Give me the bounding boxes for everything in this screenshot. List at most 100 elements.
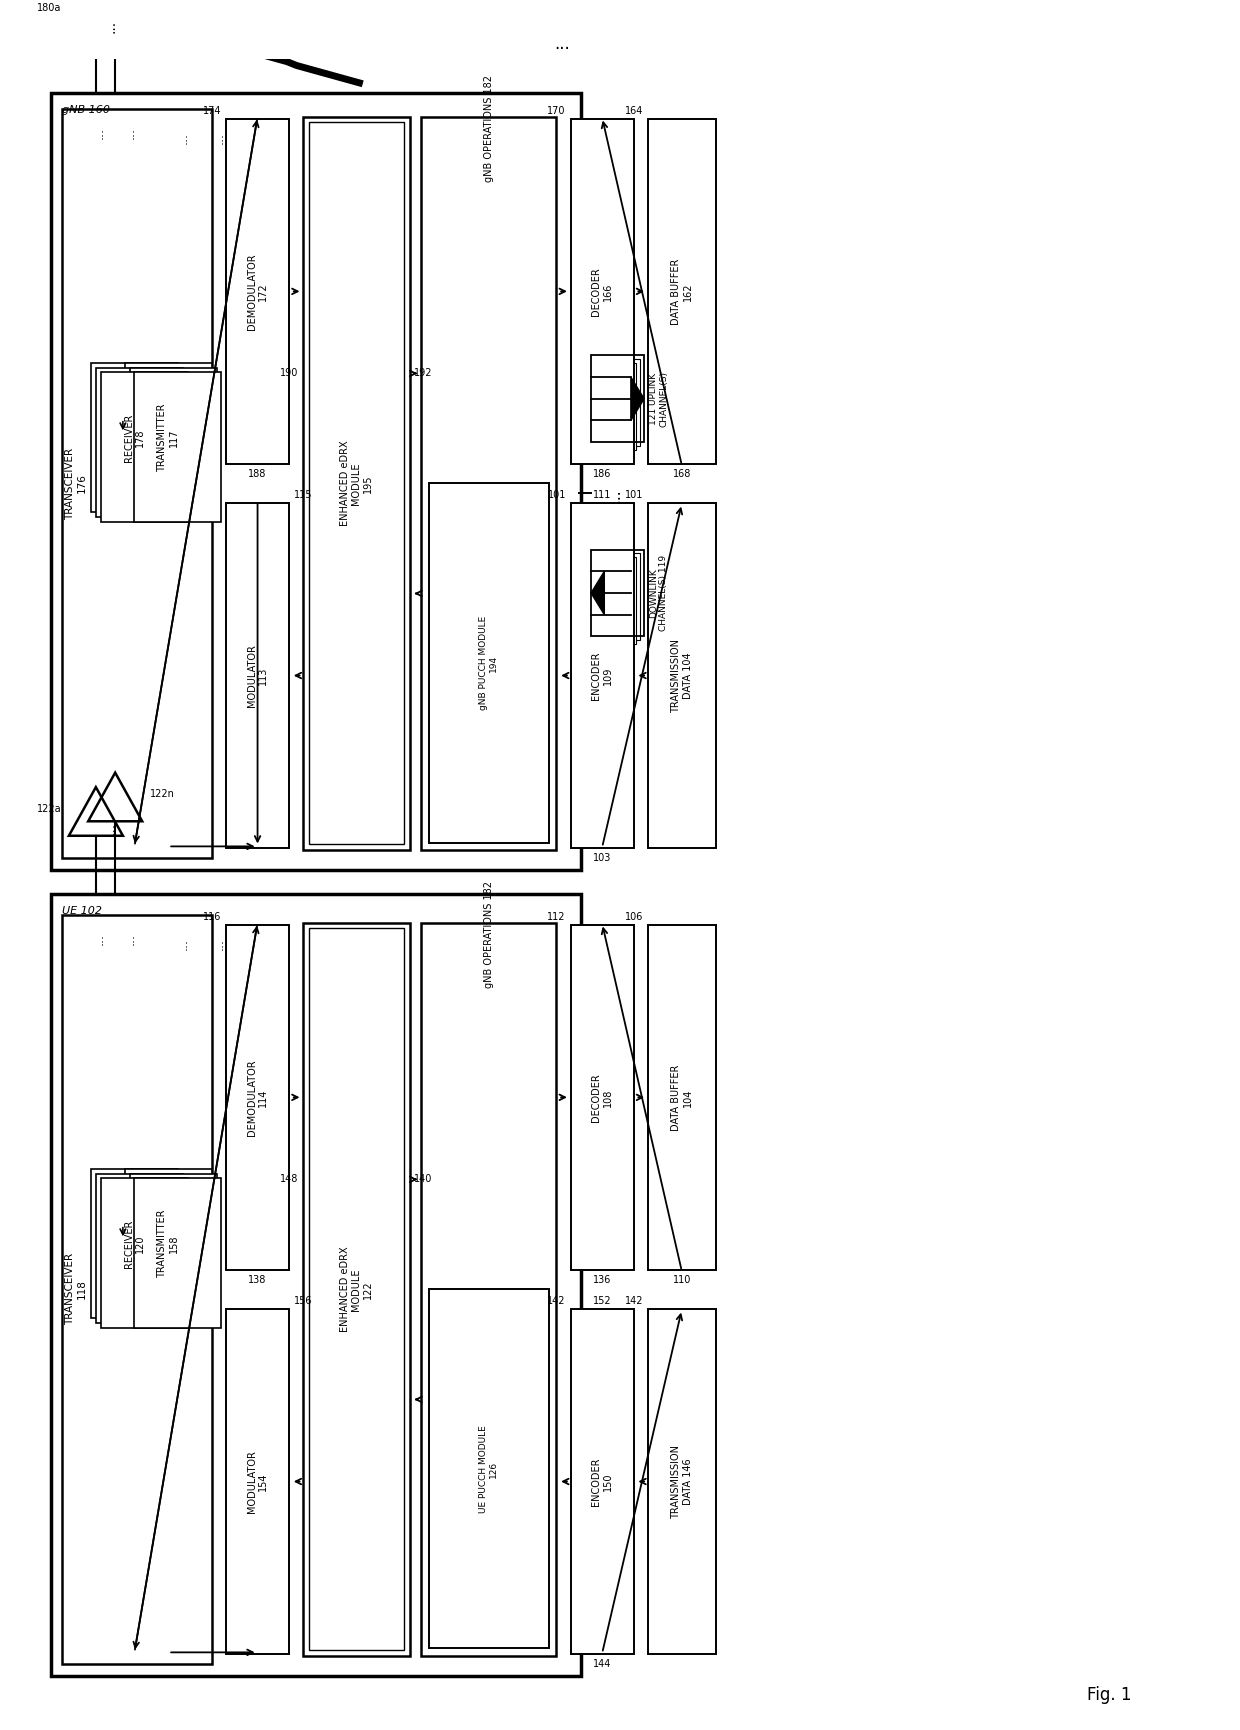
- Text: ...: ...: [176, 131, 190, 144]
- Text: 148: 148: [280, 1175, 299, 1185]
- Text: ...: ...: [92, 126, 105, 138]
- Text: ...: ...: [213, 131, 226, 144]
- Bar: [100, 372, 187, 522]
- Bar: [134, 372, 222, 522]
- Bar: [130, 368, 217, 517]
- Text: 168: 168: [672, 469, 691, 479]
- Text: RECEIVER
120: RECEIVER 120: [124, 1220, 145, 1268]
- Text: 101: 101: [625, 490, 644, 500]
- Text: DOWNLINK
CHANNEL(S) 119: DOWNLINK CHANNEL(S) 119: [649, 555, 668, 631]
- Text: 106: 106: [625, 912, 644, 922]
- Text: ...: ...: [123, 932, 136, 945]
- Bar: [422, 922, 557, 1656]
- Text: 115: 115: [294, 490, 312, 500]
- Polygon shape: [591, 571, 604, 614]
- Bar: [583, 363, 636, 450]
- Text: DECODER
166: DECODER 166: [591, 266, 613, 317]
- Bar: [649, 924, 715, 1270]
- Text: 101: 101: [548, 490, 565, 500]
- Text: gNB OPERATIONS 182: gNB OPERATIONS 182: [484, 881, 494, 988]
- Text: ...: ...: [213, 938, 226, 950]
- Text: 122a: 122a: [36, 804, 61, 813]
- Text: ENHANCED eDRX
MODULE
122: ENHANCED eDRX MODULE 122: [340, 1247, 373, 1332]
- Bar: [429, 1289, 548, 1649]
- Text: ...: ...: [103, 822, 118, 834]
- Text: 164: 164: [625, 106, 644, 116]
- Text: ...: ...: [123, 126, 136, 138]
- Bar: [91, 1169, 177, 1318]
- Bar: [583, 557, 636, 644]
- Text: 112: 112: [547, 912, 565, 922]
- Text: DEMODULATOR
114: DEMODULATOR 114: [247, 1059, 268, 1135]
- Text: TRANSMISSION
DATA 146: TRANSMISSION DATA 146: [671, 1445, 693, 1519]
- Text: TRANSCEIVER
118: TRANSCEIVER 118: [64, 1253, 87, 1325]
- Bar: [226, 119, 289, 464]
- Text: MODULATOR
113: MODULATOR 113: [247, 644, 268, 708]
- Bar: [591, 550, 644, 637]
- Text: 188: 188: [248, 469, 267, 479]
- Text: 152: 152: [593, 1296, 611, 1306]
- Text: 122n: 122n: [150, 789, 175, 799]
- Bar: [649, 503, 715, 848]
- Text: UE 102: UE 102: [62, 907, 102, 917]
- Text: 142: 142: [625, 1296, 644, 1306]
- Bar: [226, 924, 289, 1270]
- Text: RECEIVER
178: RECEIVER 178: [124, 413, 145, 462]
- Bar: [95, 1173, 182, 1323]
- Text: DATA BUFFER
104: DATA BUFFER 104: [671, 1064, 693, 1130]
- Text: 186: 186: [593, 469, 611, 479]
- Bar: [100, 1178, 187, 1329]
- Bar: [649, 1308, 715, 1654]
- Text: 142: 142: [547, 1296, 565, 1306]
- Bar: [125, 363, 212, 512]
- Text: TRANSMITTER
117: TRANSMITTER 117: [157, 403, 179, 472]
- Text: ENHANCED eDRX
MODULE
195: ENHANCED eDRX MODULE 195: [340, 441, 373, 526]
- Text: gNB PUCCH MODULE
194: gNB PUCCH MODULE 194: [479, 616, 498, 709]
- Text: 156: 156: [294, 1296, 312, 1306]
- Text: UE PUCCH MODULE
126: UE PUCCH MODULE 126: [479, 1426, 498, 1512]
- Bar: [570, 1308, 634, 1654]
- Text: ENCODER
109: ENCODER 109: [591, 650, 613, 701]
- Text: TRANSMITTER
158: TRANSMITTER 158: [157, 1209, 179, 1278]
- Bar: [226, 1308, 289, 1654]
- Text: ...: ...: [92, 932, 105, 945]
- Text: ...: ...: [176, 938, 190, 950]
- Text: 174: 174: [203, 106, 222, 116]
- Text: 180a: 180a: [37, 2, 61, 12]
- Text: DECODER
108: DECODER 108: [591, 1073, 613, 1121]
- Text: 140: 140: [414, 1175, 433, 1185]
- Text: gNB OPERATIONS 182: gNB OPERATIONS 182: [484, 74, 494, 182]
- Bar: [309, 123, 404, 844]
- Bar: [125, 1169, 212, 1318]
- Text: 138: 138: [248, 1275, 267, 1285]
- Bar: [570, 119, 634, 464]
- Bar: [570, 503, 634, 848]
- Bar: [51, 894, 582, 1676]
- Text: ENCODER
150: ENCODER 150: [591, 1457, 613, 1505]
- Bar: [304, 116, 409, 849]
- Text: 136: 136: [593, 1275, 611, 1285]
- Text: 110: 110: [672, 1275, 691, 1285]
- Text: 103: 103: [593, 853, 611, 863]
- Bar: [591, 355, 644, 443]
- Text: DEMODULATOR
172: DEMODULATOR 172: [247, 253, 268, 330]
- Text: TRANSCEIVER
176: TRANSCEIVER 176: [64, 448, 87, 519]
- Bar: [95, 368, 182, 517]
- Bar: [649, 119, 715, 464]
- Bar: [422, 116, 557, 849]
- Bar: [309, 929, 404, 1650]
- Text: ...: ...: [554, 35, 570, 54]
- Text: 190: 190: [280, 368, 299, 379]
- Bar: [226, 503, 289, 848]
- Text: Fig. 1: Fig. 1: [1087, 1687, 1132, 1704]
- Bar: [429, 483, 548, 843]
- Text: MODULATOR
154: MODULATOR 154: [247, 1450, 268, 1514]
- Text: ...: ...: [103, 21, 118, 33]
- Text: 116: 116: [203, 912, 222, 922]
- Text: 121 UPLINK
CHANNEL(S): 121 UPLINK CHANNEL(S): [649, 370, 668, 427]
- Bar: [588, 360, 640, 446]
- Bar: [91, 363, 177, 512]
- Text: gNB 160: gNB 160: [62, 106, 110, 114]
- Text: 111: 111: [593, 490, 611, 500]
- Bar: [588, 554, 640, 640]
